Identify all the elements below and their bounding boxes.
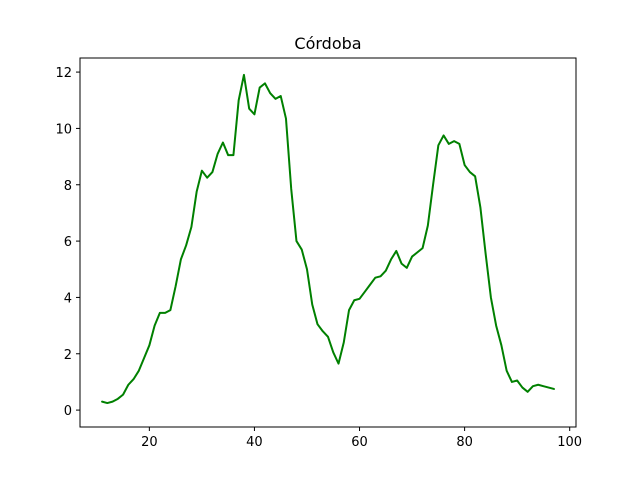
plot-area-frame xyxy=(79,57,577,428)
y-tick-label: 4 xyxy=(64,291,72,306)
chart-title: Córdoba xyxy=(294,34,361,53)
series-line xyxy=(101,73,555,405)
axis-ticks: 20 40 60 80 100 0 2 4 6 8 10 12 xyxy=(55,66,582,450)
y-tick-label: 8 xyxy=(64,179,72,194)
y-tick-label: 0 xyxy=(64,404,72,419)
y-tick-label: 2 xyxy=(64,348,72,363)
x-tick-label: 60 xyxy=(351,435,368,450)
x-tick-label: 40 xyxy=(246,435,263,450)
y-tick-label: 6 xyxy=(64,235,72,250)
x-tick-label: 20 xyxy=(141,435,158,450)
y-tick-label: 10 xyxy=(55,122,72,137)
x-tick-label: 100 xyxy=(557,435,582,450)
series-layer xyxy=(101,73,555,405)
y-tick-label: 12 xyxy=(55,66,72,81)
x-tick-label: 80 xyxy=(456,435,473,450)
